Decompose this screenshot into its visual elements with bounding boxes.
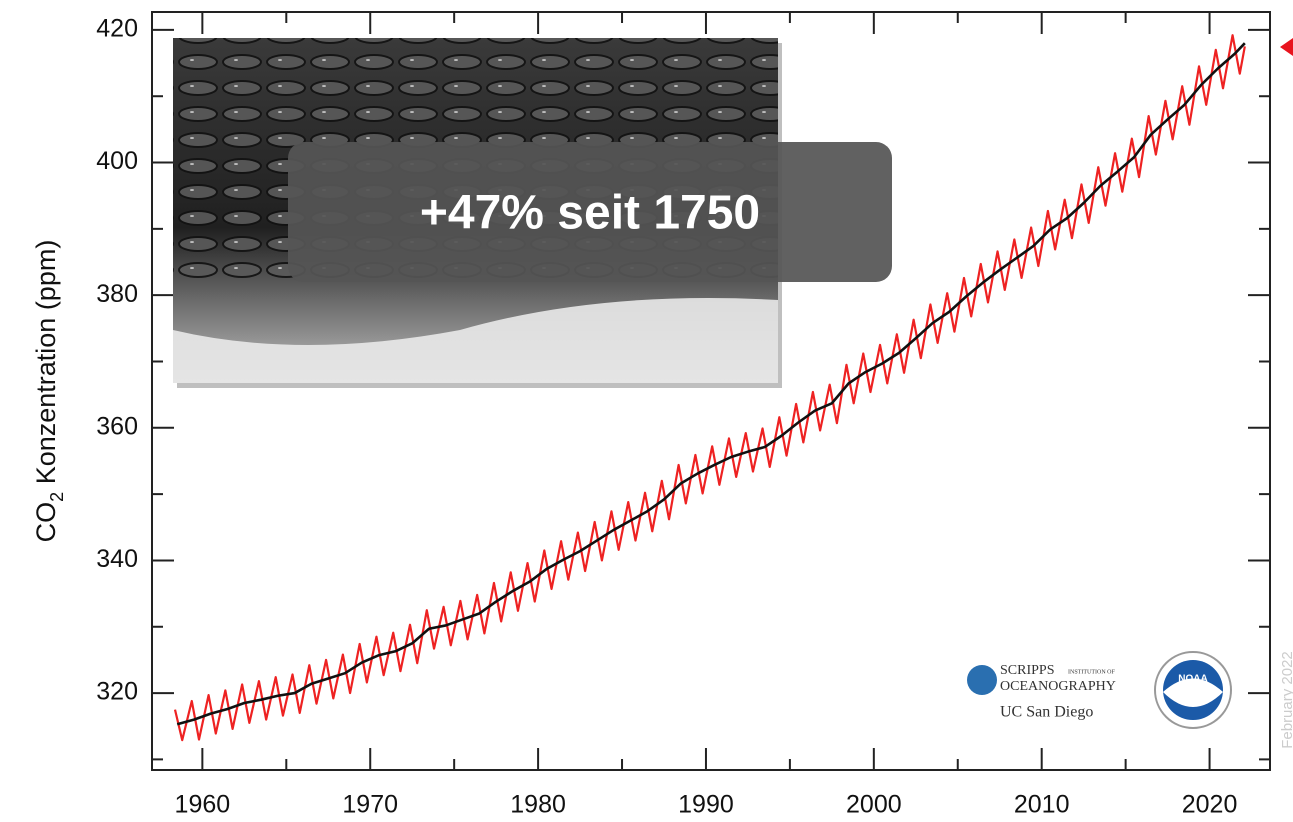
data-line <box>173 34 1246 742</box>
logo-text: OCEANOGRAPHY <box>1000 679 1116 694</box>
latest-marker <box>1280 38 1293 56</box>
x-tick-label: 2020 <box>1182 791 1238 819</box>
x-tick-label: 1970 <box>342 791 398 819</box>
y-label-base: CO <box>31 502 61 543</box>
x-tick-label: 2000 <box>846 791 902 819</box>
annotation-box <box>288 142 892 282</box>
y-tick-label: 340 <box>96 545 138 573</box>
scripps-logo: SCRIPPS INSTITUTION OF OCEANOGRAPHY UC S… <box>967 663 1116 721</box>
y-label-rest: Konzentration (ppm) <box>31 240 61 492</box>
y-axis-label: CO2 Konzentration (ppm) <box>31 240 67 543</box>
x-tick-label: 1960 <box>175 791 231 819</box>
y-tick-label: 420 <box>96 15 138 43</box>
logo-text: INSTITUTION OF <box>1068 669 1115 675</box>
logo-text: SCRIPPS <box>1000 663 1054 678</box>
y-tick-label: 380 <box>96 280 138 308</box>
x-tick-label: 1990 <box>678 791 734 819</box>
date-note: February 2022 <box>1279 651 1293 749</box>
x-tick-label: 1980 <box>510 791 566 819</box>
plot-frame <box>151 11 1271 771</box>
logo-text: UC San Diego <box>1000 704 1093 721</box>
y-label-sub: 2 <box>47 492 67 502</box>
y-tick-label: 360 <box>96 412 138 440</box>
noaa-logo: NOAA <box>1154 651 1232 729</box>
data-line <box>176 42 1246 726</box>
logo-text: NOAA <box>1178 674 1207 685</box>
x-tick-label: 2010 <box>1014 791 1070 819</box>
annotation: +47% seit 1750 <box>420 187 760 240</box>
y-tick-label: 320 <box>96 678 138 706</box>
y-tick-label: 400 <box>96 147 138 175</box>
